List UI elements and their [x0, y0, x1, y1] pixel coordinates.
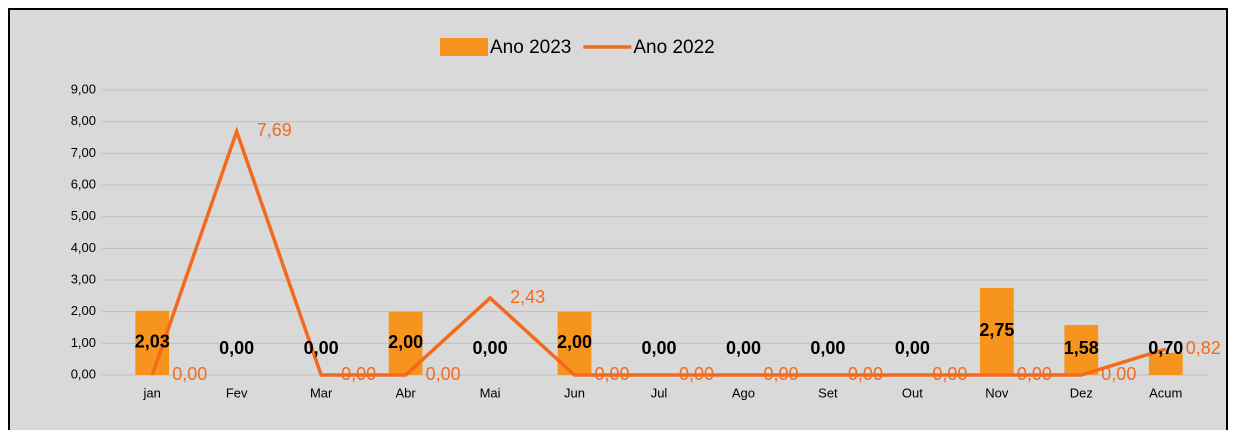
x-tick-label: Mai: [480, 385, 501, 400]
bar: [979, 287, 1014, 375]
x-tick-label: Acum: [1149, 385, 1182, 400]
line-value-label: 0,00: [763, 364, 798, 384]
line: [150, 126, 1167, 377]
legend-label: Ano 2023: [490, 37, 571, 58]
bar-value-label: 0,00: [473, 338, 508, 358]
y-tick-label: 1,00: [71, 335, 96, 350]
y-tick-label: 4,00: [71, 240, 96, 255]
legend-swatch: [440, 38, 488, 56]
bar-value-label: 2,00: [557, 332, 592, 352]
x-tick-label: Jul: [651, 385, 668, 400]
line-value-label: 2,43: [510, 287, 545, 307]
x-tick-label: jan: [143, 385, 161, 400]
line-value-label: 0,00: [595, 364, 630, 384]
x-tick-label: Abr: [395, 385, 416, 400]
bar-value-label: 0,00: [641, 338, 676, 358]
line-value-label: 0,00: [932, 364, 967, 384]
y-tick-label: 8,00: [71, 113, 96, 128]
x-tick-label: Mar: [310, 385, 333, 400]
bar: [1064, 324, 1099, 375]
line-value-label: 0,00: [341, 364, 376, 384]
bar: [1148, 352, 1183, 375]
line-value-label: 0,00: [1017, 364, 1052, 384]
x-tick-label: Jun: [564, 385, 585, 400]
x-tick-label: Fev: [226, 385, 248, 400]
x-tick-label: Out: [902, 385, 923, 400]
line-value-label: 0,00: [1101, 364, 1136, 384]
line-value-label: 0,82: [1186, 338, 1221, 358]
y-tick-label: 9,00: [71, 81, 96, 96]
x-tick-label: Set: [818, 385, 838, 400]
line-value-label: 0,00: [426, 364, 461, 384]
line-value-label: 0,00: [679, 364, 714, 384]
y-tick-label: 3,00: [71, 271, 96, 286]
bar-value-label: 0,00: [726, 338, 761, 358]
y-tick-label: 6,00: [71, 176, 96, 191]
x-tick-label: Nov: [985, 385, 1009, 400]
bar-value-label: 2,00: [388, 332, 423, 352]
line-value-label: 0,00: [172, 364, 207, 384]
bar-value-label: 0,00: [810, 338, 845, 358]
y-tick-label: 0,00: [71, 366, 96, 381]
x-tick-label: Dez: [1070, 385, 1093, 400]
y-tick-label: 5,00: [71, 208, 96, 223]
bar-value-label: 1,58: [1064, 338, 1099, 358]
bar-value-label: 0,70: [1148, 338, 1183, 358]
chart-frame: [8, 8, 1228, 430]
bar-value-label: 0,00: [219, 338, 254, 358]
line-value-label: 0,00: [848, 364, 883, 384]
bar-value-label: 2,75: [979, 320, 1014, 340]
y-tick-label: 2,00: [71, 303, 96, 318]
bar-value-label: 0,00: [895, 338, 930, 358]
legend-label: Ano 2022: [633, 37, 714, 58]
bar-value-label: 2,03: [135, 332, 170, 352]
x-tick-label: Ago: [732, 385, 755, 400]
y-tick-label: 7,00: [71, 145, 96, 160]
bar-value-label: 0,00: [304, 338, 339, 358]
line-value-label: 7,69: [257, 120, 292, 140]
